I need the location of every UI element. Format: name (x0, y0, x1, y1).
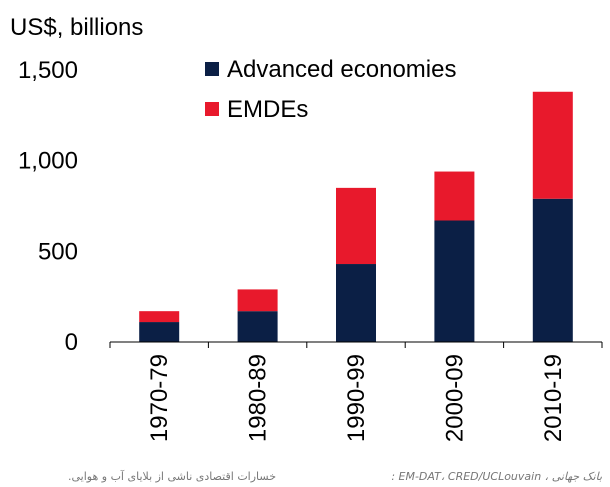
bar-segment-emdes (237, 289, 278, 312)
y-tick-label: 0 (65, 329, 78, 356)
legend-swatch (205, 62, 219, 76)
x-tick-label: 1990-99 (343, 354, 370, 442)
bar-segment-advanced (237, 311, 278, 342)
bar-segment-emdes (139, 311, 180, 323)
legend-label: EMDEs (227, 96, 308, 123)
x-tick-label: 1980-89 (245, 354, 272, 442)
x-tick-label: 1970-79 (146, 354, 173, 442)
y-tick-label: 1,500 (18, 57, 78, 84)
bar-segment-advanced (139, 322, 180, 342)
bar-segment-advanced (434, 220, 475, 342)
legend: Advanced economies EMDEs (205, 56, 456, 123)
caption-left: خسارات اقتصادی ناشی از بلایای آب و هوایی… (68, 470, 277, 483)
y-tick-label: 1,000 (18, 148, 78, 175)
legend-label: Advanced economies (227, 56, 456, 83)
bar-segment-emdes (336, 187, 376, 265)
y-axis-ticks: 0 500 1,000 1,500 (18, 57, 78, 356)
bar-segment-advanced (336, 264, 376, 342)
bars (139, 91, 573, 342)
legend-swatch (205, 102, 219, 116)
x-axis-ticks: 1970-79 1980-89 1990-99 2000-09 2010-19 (109, 342, 603, 442)
x-tick-label: 2010-19 (540, 354, 567, 442)
y-unit-label: US$, billions (10, 14, 143, 41)
caption-source: بانک جهانی ، EM-DAT، CRED/UCLouvain : (391, 470, 602, 483)
bar-segment-emdes (532, 91, 573, 199)
x-tick-label: 2000-09 (441, 354, 468, 442)
y-tick-label: 500 (38, 238, 78, 265)
bar-segment-emdes (434, 171, 475, 221)
stacked-bar-chart: US$, billions 0 500 1,000 1,500 1970-79 1980… (10, 14, 603, 442)
bar-segment-advanced (532, 198, 573, 342)
